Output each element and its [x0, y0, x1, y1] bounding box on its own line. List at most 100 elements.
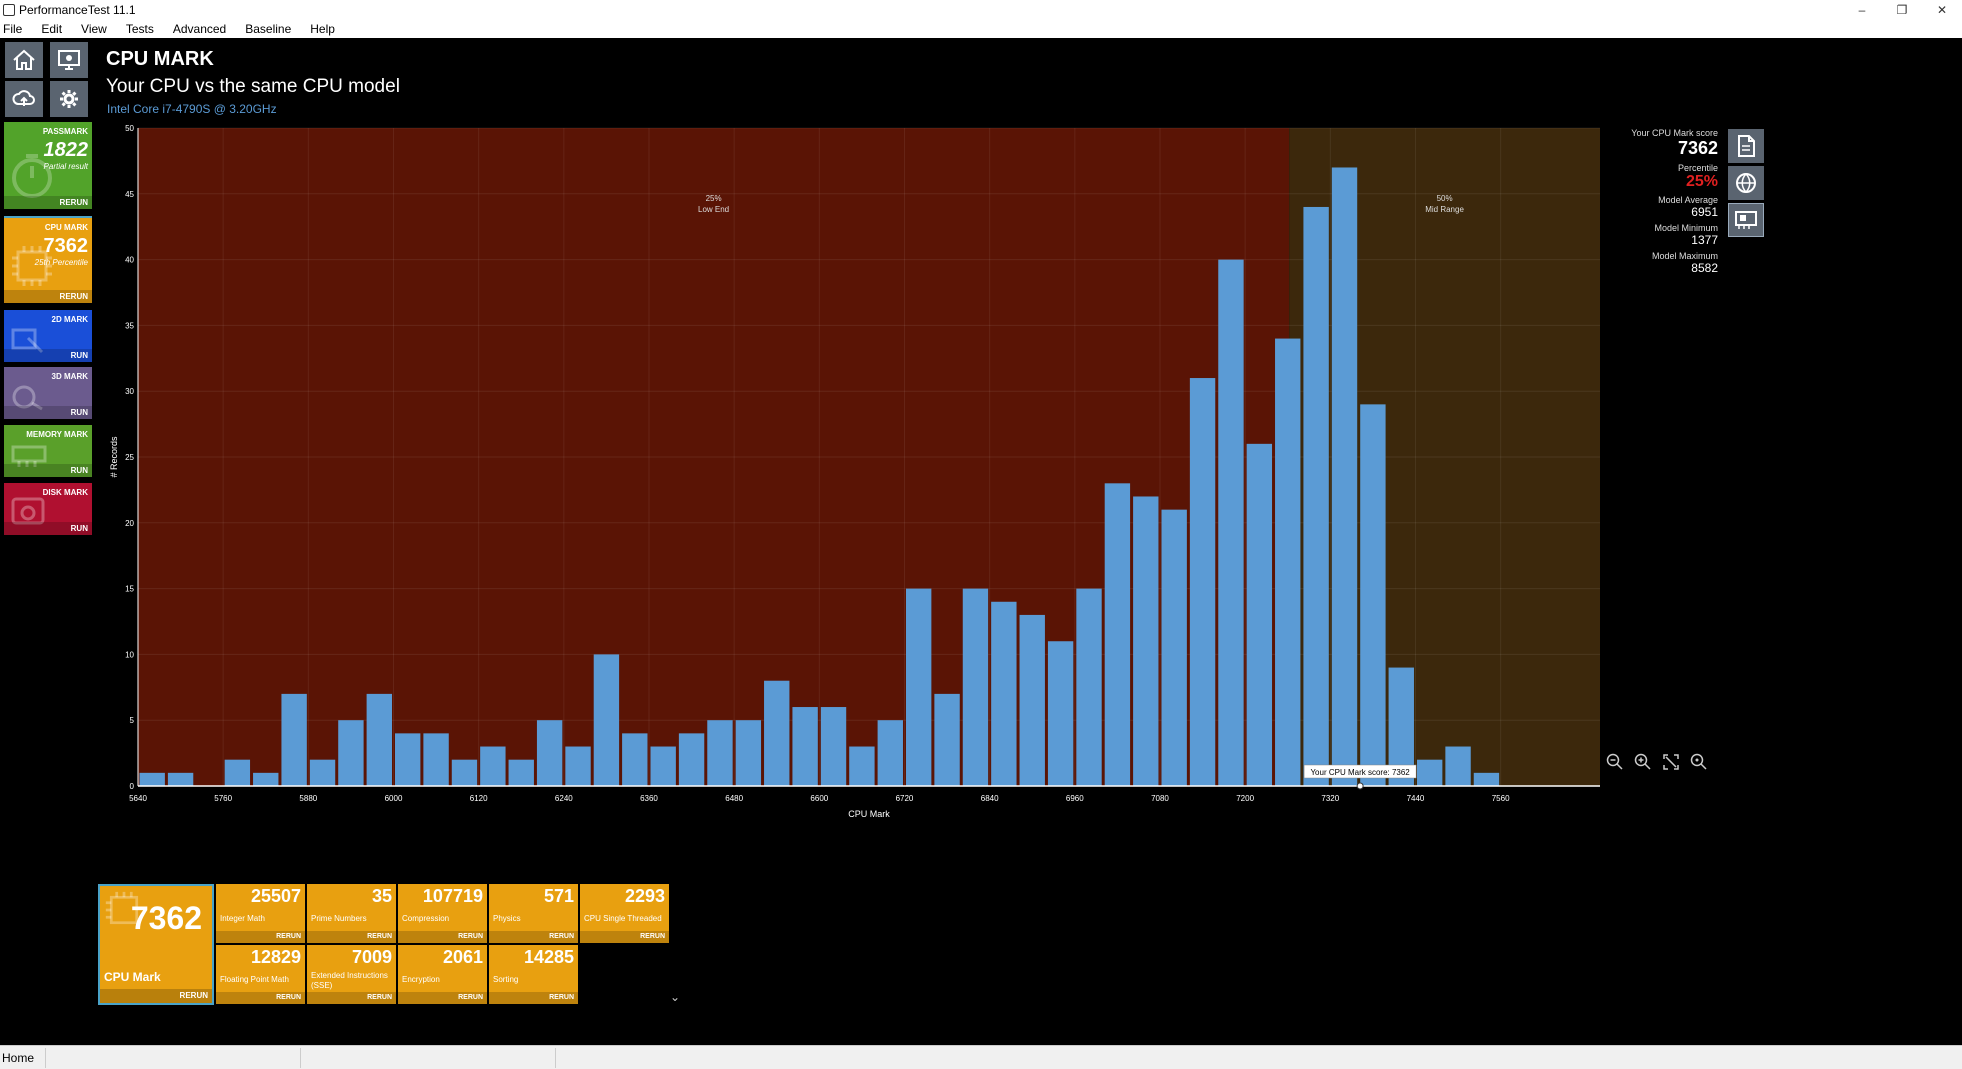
cpu-chip-icon: [12, 246, 52, 286]
floating-point-math-tile[interactable]: 12829 Floating Point Math RERUN: [216, 945, 305, 1004]
restore-icon[interactable]: ❐: [1896, 3, 1908, 17]
menu-file[interactable]: File: [3, 22, 23, 36]
menu-view[interactable]: View: [81, 22, 107, 36]
system-info-button[interactable]: [50, 42, 88, 78]
page-subtitle: Your CPU vs the same CPU model: [106, 76, 400, 97]
encryption-rerun-button[interactable]: RERUN: [398, 992, 487, 1004]
cpu-compare-button[interactable]: [1728, 203, 1764, 237]
physics-tile[interactable]: 571 Physics RERUN: [489, 884, 578, 943]
menu-help[interactable]: Help: [310, 22, 335, 36]
upload-results-button[interactable]: [5, 81, 43, 117]
3d-mark-run-button[interactable]: RUN: [4, 406, 92, 419]
floating-point-math-score: 12829: [250, 947, 301, 967]
y-tick-label: 10: [125, 650, 134, 659]
zoom-out-icon[interactable]: [1605, 752, 1625, 772]
sorting-tile[interactable]: 14285 Sorting RERUN: [489, 945, 578, 1004]
zone-name-label: Mid Range: [1425, 205, 1464, 214]
extended-instructions-score: 7009: [351, 947, 392, 967]
menu-tests[interactable]: Tests: [125, 22, 154, 36]
cpu-mark-tile[interactable]: CPU MARK 7362 25th Percentile RERUN: [4, 216, 92, 303]
cpu-single-threaded-rerun-button[interactable]: RERUN: [580, 931, 669, 943]
histogram-bar: [309, 759, 336, 786]
floating-point-math-label: Floating Point Math: [220, 975, 289, 984]
cpu-mark-score: 7362: [43, 235, 89, 257]
histogram-bar: [167, 772, 194, 786]
x-tick-label: 5640: [129, 794, 147, 803]
2d-mark-run-button[interactable]: RUN: [4, 349, 92, 362]
physics-label: Physics: [493, 914, 521, 923]
passmark-tile[interactable]: PASSMARK 1822 Partial result RERUN: [4, 122, 92, 209]
page-title: CPU MARK: [106, 48, 214, 70]
compression-tile[interactable]: 107719 Compression RERUN: [398, 884, 487, 943]
y-tick-label: 20: [125, 519, 134, 528]
integer-math-tile[interactable]: 25507 Integer Math RERUN: [216, 884, 305, 943]
y-tick-label: 5: [130, 716, 135, 725]
floating-point-math-rerun-button[interactable]: RERUN: [216, 992, 305, 1004]
menu-edit[interactable]: Edit: [41, 22, 63, 36]
zoom-in-icon[interactable]: [1633, 752, 1653, 772]
2d-graphics-icon: [11, 328, 44, 354]
prime-numbers-tile[interactable]: 35 Prime Numbers RERUN: [307, 884, 396, 943]
extended-instructions-tile[interactable]: 7009 Extended Instructions (SSE) RERUN: [307, 945, 396, 1004]
compression-rerun-button[interactable]: RERUN: [398, 931, 487, 943]
cpu-mark-rerun-button[interactable]: RERUN: [4, 290, 92, 303]
extended-instructions-label: Extended Instructions (SSE): [311, 971, 388, 990]
x-tick-label: 6000: [385, 794, 403, 803]
gear-icon: [60, 90, 78, 108]
memory-mark-run-button[interactable]: RUN: [4, 464, 92, 477]
export-document-button[interactable]: [1728, 129, 1764, 163]
histogram-bar: [593, 654, 620, 786]
status-bar: Home: [0, 1045, 1962, 1069]
histogram-bar: [764, 680, 790, 786]
home-button[interactable]: [5, 42, 43, 78]
histogram-bar: [1019, 614, 1045, 786]
disk-mark-tile[interactable]: DISK MARK RUN: [4, 483, 92, 535]
cpu-mark-summary-rerun-button[interactable]: RERUN: [100, 989, 212, 1003]
stopwatch-icon: [12, 154, 52, 198]
cpu-single-threaded-tile[interactable]: 2293 CPU Single Threaded RERUN: [580, 884, 669, 943]
histogram-bar: [536, 720, 563, 786]
histogram-bar: [139, 772, 165, 786]
histogram-bar: [338, 720, 364, 786]
extended-instructions-rerun-button[interactable]: RERUN: [307, 992, 396, 1004]
monitor-info-icon: [58, 50, 80, 70]
menu-bar: File Edit View Tests Advanced Baseline H…: [0, 20, 1962, 38]
histogram-bar: [394, 733, 421, 786]
integer-math-rerun-button[interactable]: RERUN: [216, 931, 305, 943]
passmark-rerun-button[interactable]: RERUN: [4, 196, 92, 209]
score-value: 7362: [1677, 138, 1718, 158]
y-tick-label: 35: [125, 321, 134, 330]
2d-mark-tile[interactable]: 2D MARK RUN: [4, 310, 92, 362]
x-tick-label: 7080: [1151, 794, 1169, 803]
minimize-icon[interactable]: –: [1858, 3, 1866, 17]
encryption-tile[interactable]: 2061 Encryption RERUN: [398, 945, 487, 1004]
physics-rerun-button[interactable]: RERUN: [489, 931, 578, 943]
zoom-reset-icon[interactable]: [1689, 752, 1709, 772]
cpu-mark-summary-tile[interactable]: 7362 CPU Mark RERUN: [98, 884, 214, 1005]
model-average-value: 6951: [1691, 205, 1718, 219]
online-compare-button[interactable]: [1728, 166, 1764, 200]
prime-numbers-rerun-button[interactable]: RERUN: [307, 931, 396, 943]
cpu-histogram-chart[interactable]: 25% Low End 50% Mid Range 0 5 10 15 20 25 30 35 40 45…: [100, 120, 1620, 835]
3d-graphics-icon: [12, 385, 43, 411]
memory-mark-tile[interactable]: MEMORY MARK RUN: [4, 425, 92, 477]
score-marker-tooltip: [1303, 764, 1417, 779]
x-tick-label: 6360: [640, 794, 658, 803]
sorting-rerun-button[interactable]: RERUN: [489, 992, 578, 1004]
menu-baseline[interactable]: Baseline: [245, 22, 292, 36]
close-icon[interactable]: ✕: [1936, 3, 1948, 17]
settings-button[interactable]: [50, 81, 88, 117]
3d-mark-tile[interactable]: 3D MARK RUN: [4, 367, 92, 419]
y-tick-label: 25: [125, 453, 134, 462]
x-tick-label: 6960: [1066, 794, 1084, 803]
encryption-score: 2061: [442, 947, 483, 967]
zoom-fit-icon[interactable]: [1661, 752, 1681, 772]
menu-advanced[interactable]: Advanced: [172, 22, 227, 36]
passmark-sub: Partial result: [43, 162, 88, 171]
histogram-bar: [1275, 338, 1301, 786]
disk-mark-run-button[interactable]: RUN: [4, 522, 92, 535]
expand-chevron-icon[interactable]: ⌄: [670, 990, 681, 1004]
histogram-bar: [1133, 496, 1159, 786]
histogram-bar: [1416, 759, 1443, 786]
histogram-bar: [480, 746, 506, 786]
